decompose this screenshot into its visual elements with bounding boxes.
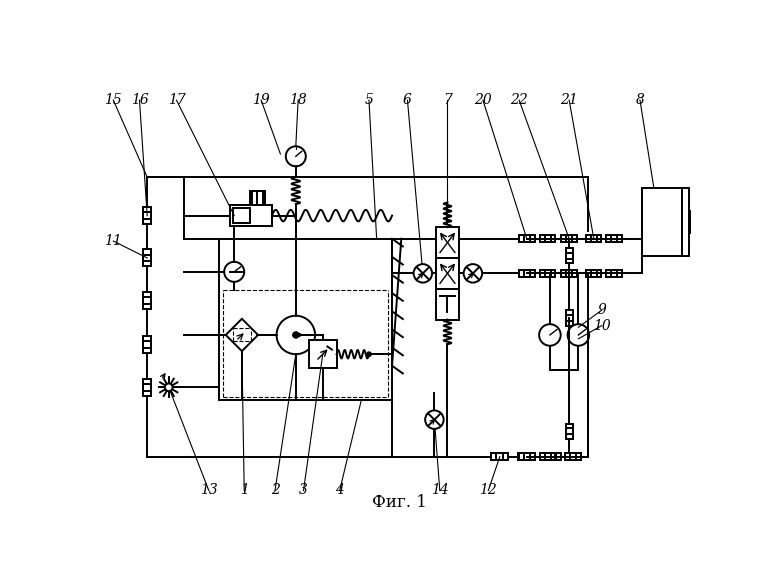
Circle shape <box>285 147 306 166</box>
Bar <box>436 258 459 288</box>
Bar <box>250 191 265 205</box>
Bar <box>562 235 577 242</box>
Bar <box>606 270 622 277</box>
Bar <box>436 227 459 258</box>
Bar <box>144 207 151 224</box>
Text: 12: 12 <box>480 484 497 498</box>
Circle shape <box>224 262 244 282</box>
Bar <box>309 340 337 368</box>
Bar <box>491 453 509 460</box>
Bar <box>566 453 580 460</box>
Text: 6: 6 <box>403 93 412 107</box>
Circle shape <box>463 264 482 283</box>
Bar <box>144 292 151 309</box>
Bar <box>519 453 535 460</box>
Text: 3: 3 <box>299 484 308 498</box>
Bar <box>586 235 601 242</box>
Bar <box>519 235 534 242</box>
Circle shape <box>277 316 315 354</box>
Circle shape <box>367 352 370 356</box>
Text: 22: 22 <box>510 93 528 107</box>
Bar <box>519 270 534 277</box>
Text: Фиг. 1: Фиг. 1 <box>372 494 427 512</box>
Bar <box>566 423 573 439</box>
Bar <box>144 249 151 266</box>
Text: 20: 20 <box>474 93 491 107</box>
Text: 5: 5 <box>364 93 374 107</box>
Text: 17: 17 <box>168 93 186 107</box>
Text: 15: 15 <box>105 93 122 107</box>
Bar <box>144 379 151 396</box>
Circle shape <box>539 324 561 346</box>
Text: 1: 1 <box>239 484 249 498</box>
Bar <box>540 270 555 277</box>
Bar <box>565 453 581 460</box>
Text: 16: 16 <box>130 93 148 107</box>
Text: 9: 9 <box>597 303 606 317</box>
Text: 13: 13 <box>200 484 218 498</box>
Text: 18: 18 <box>289 93 307 107</box>
Circle shape <box>413 264 432 283</box>
Circle shape <box>293 332 299 338</box>
Circle shape <box>425 411 444 429</box>
Text: 21: 21 <box>560 93 578 107</box>
Bar <box>642 188 682 256</box>
Bar <box>540 453 555 460</box>
Bar <box>544 453 561 460</box>
Bar <box>144 336 151 353</box>
Bar <box>540 235 555 242</box>
Bar <box>606 235 622 242</box>
Text: 8: 8 <box>636 93 644 107</box>
Text: 4: 4 <box>335 484 344 498</box>
Bar <box>436 288 459 319</box>
Text: 10: 10 <box>593 319 611 333</box>
Bar <box>562 270 577 277</box>
Bar <box>566 310 573 326</box>
Text: 14: 14 <box>431 484 448 498</box>
Text: 11: 11 <box>105 234 122 248</box>
Bar <box>233 208 250 223</box>
Bar <box>586 270 601 277</box>
Bar <box>229 205 272 227</box>
Text: 2: 2 <box>271 484 279 498</box>
Text: 7: 7 <box>443 93 452 107</box>
Circle shape <box>568 324 589 346</box>
Text: 19: 19 <box>252 93 270 107</box>
Bar <box>682 211 690 232</box>
Circle shape <box>165 384 172 391</box>
Bar <box>566 248 573 263</box>
Bar <box>682 188 689 256</box>
Bar <box>519 453 534 460</box>
